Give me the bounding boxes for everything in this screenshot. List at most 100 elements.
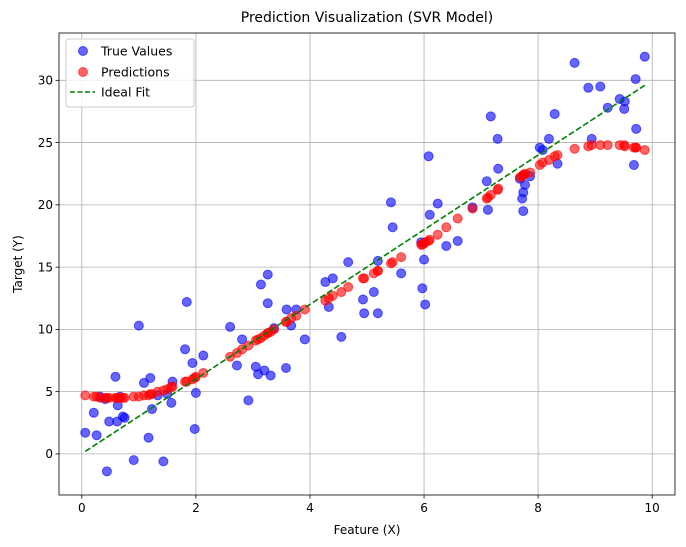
x-tick-label: 8 (534, 501, 542, 515)
true-values-point (281, 304, 292, 315)
true-values-point (368, 287, 379, 298)
true-values-point (180, 344, 191, 355)
true-values-point (158, 456, 169, 467)
true-values-point (385, 197, 396, 208)
predictions-point (119, 392, 130, 403)
true-values-point (482, 204, 493, 215)
true-values-point (166, 397, 177, 408)
predictions-point (424, 234, 435, 245)
true-values-point (549, 108, 560, 119)
predictions-point (639, 145, 650, 156)
predictions-point (441, 222, 452, 233)
predictions-point (631, 142, 642, 153)
true-values-point (359, 308, 370, 319)
true-values-point (198, 350, 209, 361)
x-tick-label: 2 (192, 501, 200, 515)
true-values-point (91, 430, 102, 441)
true-values-point (485, 111, 496, 122)
x-tick-label: 6 (420, 501, 428, 515)
true-values-point (452, 235, 463, 246)
y-tick-label: 10 (38, 323, 53, 337)
true-values-point (225, 321, 236, 332)
true-values-point (146, 404, 157, 415)
y-tick-label: 30 (38, 74, 53, 88)
legend-predictions-label: Predictions (101, 65, 170, 80)
true-values-point (88, 407, 99, 418)
predictions-point (602, 140, 613, 151)
predictions-point (359, 273, 370, 284)
true-values-point (299, 334, 310, 345)
true-values-point (372, 308, 383, 319)
predictions-point (552, 150, 563, 161)
y-tick-label: 25 (38, 136, 53, 150)
true-values-point (237, 334, 248, 345)
true-values-point (358, 294, 369, 305)
predictions-point (493, 183, 504, 194)
true-values-point (387, 222, 398, 233)
true-values-point (265, 370, 276, 381)
predictions-point (387, 257, 398, 268)
predictions-point (432, 229, 443, 240)
true-values-point (187, 358, 198, 368)
true-values-point (518, 206, 529, 217)
legend-ideal-fit-label: Ideal Fit (101, 85, 150, 100)
true-values-point (133, 320, 144, 331)
true-values-point (181, 296, 192, 307)
true-values-point (396, 268, 407, 279)
predictions-point (467, 203, 478, 214)
true-values-point (583, 82, 594, 93)
true-values-point (189, 424, 200, 434)
true-values-point (619, 96, 630, 107)
true-values-point (481, 176, 492, 187)
true-values-point (417, 283, 428, 294)
legend: True Values Predictions Ideal Fit (65, 38, 195, 108)
legend-true-values-label: True Values (100, 44, 172, 59)
true-values-point (262, 298, 273, 309)
true-values-point (630, 74, 641, 85)
x-tick-label: 4 (306, 501, 314, 515)
predictions-point (327, 290, 338, 301)
true-values-point (243, 395, 254, 406)
legend-box (65, 38, 195, 108)
predictions-point (619, 141, 630, 152)
true-values-point (119, 412, 130, 423)
true-values-point (143, 432, 154, 443)
predictions-point (452, 213, 463, 224)
true-values-point (80, 427, 91, 438)
true-values-point (543, 133, 554, 144)
true-values-point (595, 81, 606, 92)
true-values-point (255, 279, 266, 290)
y-axis-label: Target (Y) (11, 235, 25, 294)
true-values-point (631, 123, 642, 134)
true-values-point (519, 179, 530, 190)
true-values-point (569, 57, 580, 68)
predictions-point (396, 252, 407, 263)
true-values-point (639, 51, 650, 62)
predictions-point (586, 140, 597, 151)
x-tick-label: 0 (78, 501, 86, 515)
true-values-point (262, 269, 273, 280)
predictions-point (80, 390, 91, 401)
plot-frame (58, 32, 676, 496)
true-values-point (493, 163, 504, 174)
y-tick-label: 5 (45, 385, 53, 399)
true-values-point (441, 240, 452, 251)
true-values-point (602, 102, 613, 113)
true-values-point (110, 371, 121, 382)
plot-points (80, 51, 650, 477)
true-values-point (231, 360, 242, 371)
true-values-point (190, 387, 201, 398)
true-values-point (128, 455, 139, 466)
predictions-point (372, 265, 383, 276)
axis-ticks: 0 2 4 6 8 10 0 5 10 15 20 25 30 (38, 74, 660, 515)
true-values-point (343, 257, 354, 268)
legend-true-values-marker (78, 46, 88, 56)
predictions-point (569, 143, 580, 154)
predictions-point (167, 381, 178, 392)
true-values-point (537, 145, 548, 156)
true-values-point (327, 273, 338, 284)
x-tick-label: 10 (645, 501, 660, 515)
true-values-point (432, 198, 443, 209)
predictions-point (485, 189, 496, 200)
